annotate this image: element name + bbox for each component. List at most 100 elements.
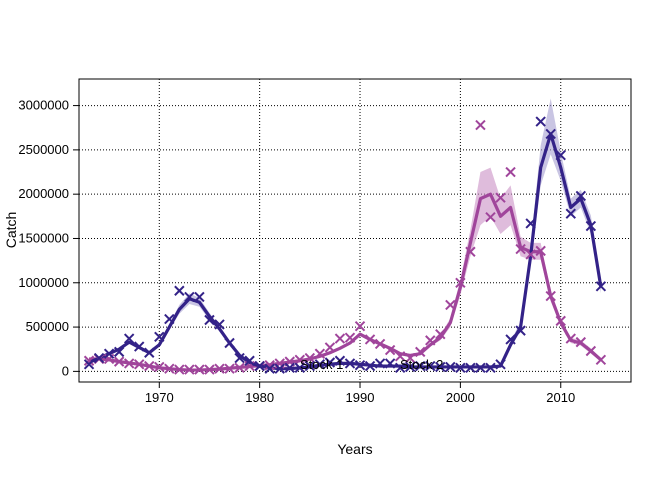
stock-1-point-1991-stroke-b: [364, 334, 376, 345]
stock-2-point-2012: [575, 190, 587, 202]
stock-1-point-1971: [164, 363, 175, 374]
stock-2-point-2013: [585, 220, 597, 232]
stock-1-point-1996: [415, 346, 426, 358]
stock-2-point-1986: [314, 359, 326, 370]
stock-1-point-1968: [134, 359, 145, 370]
stock-2-point-1974-stroke-b: [194, 291, 205, 303]
stock-1-point-2014-stroke-b: [595, 354, 607, 366]
stock-2-point-1998: [435, 361, 446, 373]
stock-1-point-2002: [475, 119, 486, 131]
stock-1-point-1987: [324, 342, 336, 353]
stock-1-point-2001: [465, 246, 476, 257]
stock-1-point-1976: [214, 363, 225, 374]
stock-1-point-1989-stroke-b: [344, 332, 356, 343]
stock-1-point-1975: [204, 364, 215, 375]
stock-1-point-1973: [184, 364, 195, 375]
stock-1-point-1999-stroke-b: [445, 299, 456, 311]
stock-2-point-1978: [234, 352, 245, 364]
y-tick-label-500000: 500000: [26, 319, 69, 334]
stock-1-point-2003: [485, 212, 496, 223]
stock-2-point-1998-stroke-b: [435, 361, 446, 373]
stock-1-point-1974-stroke-b: [194, 364, 205, 375]
stock-2-point-2003: [485, 362, 496, 374]
stock-1-fit-line: [89, 192, 602, 372]
stock-1-point-1978: [234, 362, 245, 374]
stock-2-point-2002: [475, 362, 486, 374]
stock-2-point-1991: [364, 360, 376, 372]
stock-1-point-1991: [364, 334, 376, 345]
stock-2-band: [89, 98, 601, 370]
stock-2-point-1997: [425, 360, 436, 372]
stock-1-point-1966-stroke-b: [113, 356, 125, 367]
stock-2-point-1984: [294, 362, 306, 374]
stock-2-point-2012-stroke-b: [575, 190, 587, 202]
stock-1-point-1975-stroke-b: [204, 364, 215, 375]
x-tick-label-2000: 2000: [446, 390, 475, 405]
stock-1-point-2004-stroke-b: [495, 192, 506, 203]
stock-1-point-1988-stroke-b: [334, 333, 346, 344]
stock-2-point-1984-stroke-b: [294, 362, 306, 374]
stock-1-point-2010: [555, 315, 566, 327]
stock-1-point-1981-stroke-b: [264, 359, 275, 371]
stock-2-point-1969: [144, 347, 155, 358]
stock-1-point-1967: [123, 358, 135, 369]
stock-1-point-1966: [113, 356, 125, 367]
stock-1-point-1970-stroke-b: [154, 361, 165, 373]
stock-2-point-1993: [384, 358, 396, 369]
stock-1-point-2012-stroke-b: [575, 336, 587, 348]
stock-1-point-1999: [445, 299, 456, 311]
stock-2-point-2014-stroke-b: [595, 281, 607, 292]
stock-1-point-2009-stroke-b: [545, 290, 556, 302]
stock-2-point-1973: [184, 291, 195, 303]
x-tick-label-1970: 1970: [145, 390, 174, 405]
stock-1-point-1973-stroke-b: [184, 364, 195, 375]
stock-2-point-1996: [415, 360, 426, 372]
stock-2-point-1981-stroke-b: [264, 363, 275, 374]
stock-1-point-1993-stroke-b: [384, 344, 396, 356]
stock-2-point-2000: [455, 362, 466, 374]
stock-2-point-1966: [113, 346, 125, 358]
stock-2-point-2011: [565, 208, 576, 219]
stock-1-point-1963: [83, 355, 95, 366]
stock-1-point-1981: [264, 359, 275, 371]
stock-1-point-2011-stroke-b: [565, 333, 576, 344]
stock-1-point-1974: [194, 364, 205, 375]
stock-1-point-2007: [525, 249, 536, 260]
stock-2-point-1980: [254, 360, 265, 372]
stock-2-point-1977-stroke-b: [224, 337, 235, 349]
stock-2-point-1996-stroke-b: [415, 360, 426, 372]
stock-2-point-1965-stroke-b: [103, 348, 115, 359]
stock-2-point-1980-stroke-b: [254, 360, 265, 372]
stock-1-point-1985: [304, 352, 316, 364]
stock-2-point-2002-stroke-b: [475, 362, 486, 374]
y-tick-label-1000000: 1000000: [18, 275, 69, 290]
stock-1-point-2000: [455, 277, 466, 288]
stock-1-point-2014: [595, 354, 607, 366]
stock-2-point-1966-stroke-b: [113, 346, 125, 358]
stock-1-point-2005-stroke-b: [505, 166, 516, 178]
plot-frame: [78, 78, 632, 383]
y-tick-label-2000000: 2000000: [18, 186, 69, 201]
stock-2-point-2009-stroke-b: [545, 128, 556, 140]
x-tick-label-1990: 1990: [346, 390, 375, 405]
stock-2-point-1982: [274, 363, 285, 374]
stock-1-point-1985-stroke-b: [304, 352, 316, 364]
stock-1-point-1970: [154, 361, 165, 373]
stock-2-point-1985-stroke-b: [304, 360, 316, 372]
y-tick-label-3000000: 3000000: [18, 98, 69, 113]
stock-2-point-2013-stroke-b: [585, 220, 597, 232]
stock-1-point-1971-stroke-b: [164, 363, 175, 374]
stock-2-point-2011-stroke-b: [565, 208, 576, 219]
x-axis-title: Years: [337, 441, 372, 457]
stock-2-point-1979: [244, 355, 255, 366]
stock-2-point-2005-stroke-b: [505, 334, 516, 345]
stock-2-point-1977: [224, 337, 235, 349]
stock-2-point-2009: [545, 128, 556, 140]
stock-2-point-1963: [83, 359, 95, 370]
stock-2-point-2010: [555, 149, 566, 161]
stock-2-point-1983-stroke-b: [284, 362, 295, 374]
stock-1-point-1963-stroke-b: [83, 355, 95, 366]
stock-2-point-2004: [495, 359, 506, 370]
stock-1-point-1994: [394, 351, 406, 362]
